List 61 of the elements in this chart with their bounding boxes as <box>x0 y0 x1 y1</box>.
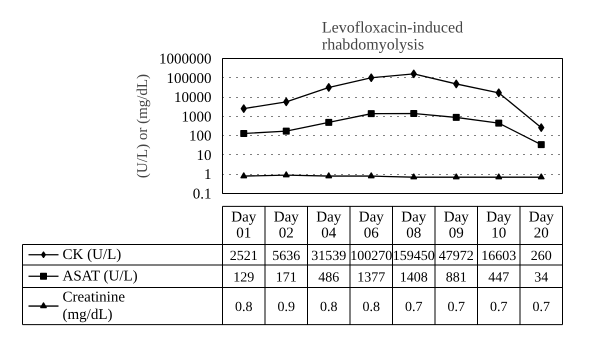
point <box>538 173 545 180</box>
y-axis-title: (U/L) or (mg/dL) <box>135 74 151 178</box>
chart-title: Levofloxacin-induced rhabdomyolysis <box>322 20 464 54</box>
data-label: 260 <box>530 248 552 264</box>
x-tick-label: Day 20 <box>528 209 554 242</box>
x-tick-label: Day 06 <box>358 209 384 242</box>
legend-label: ASAT (U/L) <box>62 268 138 284</box>
data-label: 0.7 <box>532 300 550 316</box>
point <box>240 130 248 138</box>
point <box>495 173 502 180</box>
data-label: 486 <box>318 270 340 286</box>
data-label: 0.7 <box>490 300 508 316</box>
data-label: 5636 <box>272 248 300 264</box>
data-label: 0.9 <box>278 300 295 316</box>
y-tick-label: 10 <box>196 148 212 164</box>
data-label: 0.8 <box>362 300 380 316</box>
point <box>495 120 502 127</box>
point <box>282 171 290 178</box>
data-label: 31539 <box>311 248 346 264</box>
data-label: 447 <box>488 270 510 286</box>
x-tick-label: Day 10 <box>486 209 512 242</box>
data-label: 16603 <box>481 248 516 264</box>
point <box>325 172 332 178</box>
point <box>240 172 248 178</box>
x-tick-label: Day 08 <box>401 209 427 242</box>
data-label: 0.7 <box>405 300 422 316</box>
data-label: 1377 <box>357 270 386 286</box>
data-label: 881 <box>446 270 467 286</box>
y-tick-label: 10000 <box>174 90 212 106</box>
point <box>410 110 418 117</box>
point <box>410 173 418 180</box>
y-tick-label: 100 <box>189 128 212 145</box>
y-tick-label: 1000 <box>182 109 212 126</box>
point <box>325 118 332 126</box>
data-label: 171 <box>276 270 297 286</box>
point <box>368 110 375 118</box>
data-label: 2521 <box>230 248 258 264</box>
y-tick-label: 1000000 <box>159 52 212 68</box>
y-tick-label: 100000 <box>166 70 212 87</box>
legend-label: CK (U/L) <box>62 246 122 263</box>
legend-label: Creatinine (mg/dL) <box>62 289 126 323</box>
data-label: 0.8 <box>235 300 252 316</box>
data-label: 1408 <box>400 270 428 286</box>
x-tick-label: Day 09 <box>444 209 470 242</box>
y-tick-label: 0.1 <box>192 186 212 202</box>
point <box>282 128 290 135</box>
data-label: 100270 <box>350 248 392 264</box>
data-label: 159450 <box>392 248 435 264</box>
point <box>452 173 460 180</box>
point <box>538 141 545 148</box>
data-label: 34 <box>534 270 548 286</box>
data-label: 0.7 <box>448 300 465 316</box>
point <box>368 172 375 178</box>
point <box>452 114 460 121</box>
data-label: 0.8 <box>320 300 338 316</box>
x-tick-label: Day 02 <box>274 209 300 242</box>
x-tick-label: Day 01 <box>231 209 257 242</box>
data-label: 47972 <box>438 248 474 264</box>
y-tick-label: 1 <box>204 167 212 184</box>
x-tick-label: Day 04 <box>316 209 342 242</box>
data-label: 129 <box>233 270 254 286</box>
